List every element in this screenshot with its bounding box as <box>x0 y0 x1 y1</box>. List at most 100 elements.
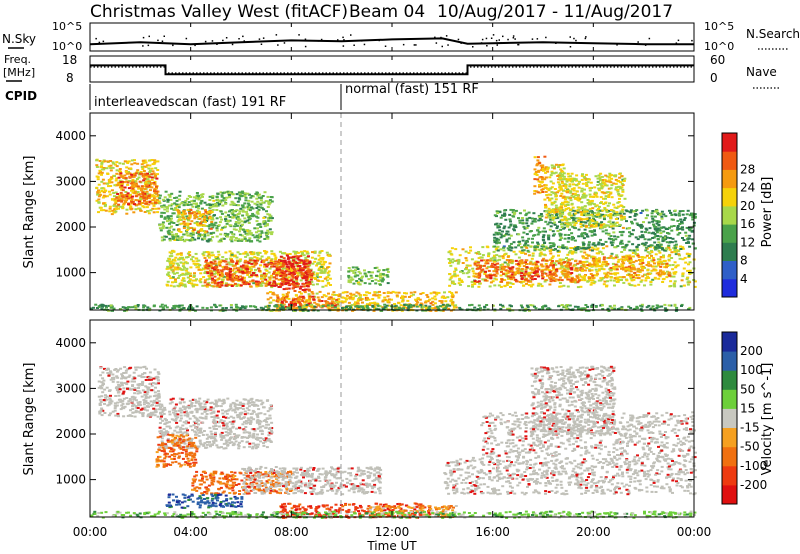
power-cell <box>373 267 377 269</box>
power-cell <box>677 250 681 253</box>
power-cell <box>206 267 210 270</box>
power-cell <box>235 256 239 259</box>
power-cell <box>652 219 656 222</box>
power-cell <box>245 210 248 213</box>
power-cell <box>670 218 674 221</box>
power-cell <box>227 193 231 196</box>
power-cell <box>236 268 240 271</box>
power-cell <box>244 255 248 258</box>
power-cell <box>368 282 372 285</box>
power-cell <box>211 208 215 211</box>
power-cell <box>441 295 445 298</box>
power-cell <box>177 264 180 267</box>
power-cell <box>194 214 198 216</box>
power-cell <box>356 307 360 310</box>
power-cell <box>569 279 573 282</box>
power-cell <box>640 256 644 258</box>
power-cell <box>255 231 258 234</box>
power-cell <box>371 298 375 300</box>
power-cell <box>600 265 604 268</box>
power-cell <box>560 271 564 273</box>
power-cell <box>626 267 630 270</box>
power-cell <box>507 233 511 236</box>
power-cell <box>570 252 574 255</box>
power-cell <box>534 172 538 175</box>
power-cell <box>176 277 180 279</box>
power-cell <box>649 283 653 286</box>
power-cell <box>274 262 278 265</box>
power-cell <box>351 298 355 301</box>
power-cell <box>529 245 533 248</box>
power-cell <box>668 248 672 251</box>
power-cell <box>566 285 570 288</box>
power-cell <box>265 224 269 227</box>
power-cell <box>152 162 156 165</box>
power-cell <box>275 294 279 297</box>
power-cell <box>95 186 99 189</box>
power-cell <box>121 162 125 165</box>
power-cell <box>182 266 186 269</box>
power-cell <box>598 264 602 267</box>
power-cell <box>488 259 492 262</box>
power-cell <box>594 265 598 268</box>
power-cell <box>505 272 509 275</box>
power-cell <box>202 251 206 254</box>
power-cell <box>585 260 589 263</box>
power-cell <box>558 221 562 223</box>
power-cell <box>681 210 685 212</box>
power-cell <box>374 278 378 281</box>
power-cell <box>114 202 118 204</box>
power-cell <box>120 195 124 198</box>
power-cell <box>100 190 104 192</box>
power-cell <box>542 271 546 274</box>
power-cell <box>256 192 259 195</box>
power-cell <box>585 257 589 260</box>
power-cell <box>156 169 160 171</box>
power-cell <box>112 162 116 165</box>
power-cell <box>616 245 620 248</box>
power-cell <box>559 236 563 239</box>
power-cell <box>214 267 218 269</box>
power-cell <box>106 182 110 185</box>
power-cell <box>533 218 537 221</box>
power-cell <box>574 217 578 220</box>
power-cell <box>425 294 429 296</box>
power-cell <box>216 250 220 253</box>
power-cell <box>538 217 542 220</box>
power-cell <box>237 222 241 225</box>
power-cell <box>206 283 210 286</box>
power-cell <box>252 265 256 268</box>
power-cell <box>336 302 340 305</box>
power-cell <box>627 260 631 262</box>
power-cell <box>438 300 442 302</box>
power-cell <box>246 202 250 205</box>
power-cell <box>591 264 595 267</box>
power-cell <box>520 252 524 254</box>
power-cell <box>199 278 203 281</box>
power-cell <box>321 258 325 261</box>
power-cell <box>215 235 219 238</box>
power-cell <box>146 164 150 167</box>
power-cell <box>569 249 573 252</box>
nsearch-point <box>342 45 345 47</box>
power-cell <box>448 273 452 275</box>
power-cell <box>175 262 179 265</box>
power-cell <box>621 265 625 268</box>
power-cell <box>287 256 291 259</box>
power-cell <box>587 278 591 281</box>
power-cell <box>662 277 666 280</box>
power-cell <box>140 163 144 166</box>
power-cell <box>147 182 151 185</box>
power-cell <box>679 218 683 221</box>
power-cell <box>275 272 278 275</box>
power-cell <box>259 197 263 200</box>
power-cell <box>179 219 183 221</box>
power-cell <box>481 254 485 257</box>
power-cell <box>141 202 145 204</box>
power-cell <box>233 264 237 267</box>
power-cell <box>576 262 580 265</box>
power-cell <box>267 200 271 203</box>
nsearch-point <box>204 40 207 43</box>
power-cell <box>378 290 381 293</box>
power-cell <box>261 195 265 197</box>
